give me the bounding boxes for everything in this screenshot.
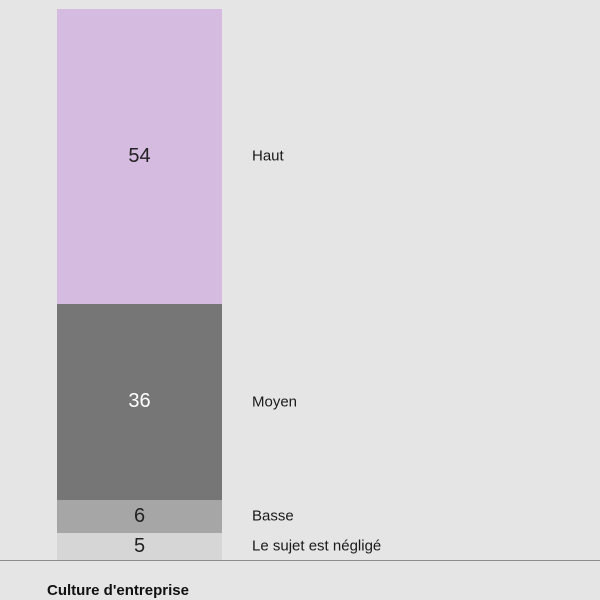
segment-value-label: 36	[128, 390, 151, 413]
segment-value-label: 5	[133, 534, 146, 557]
series-label: Le sujet est négligé	[252, 537, 382, 555]
bar-segment-3: 5	[57, 532, 222, 560]
series-label: Moyen	[252, 393, 298, 411]
axis-baseline	[0, 560, 600, 561]
bar-segment-2: 6	[57, 499, 222, 533]
category-label: Culture d'entreprise	[47, 582, 189, 599]
stacked-bar-chart: 54 Haut 36 Moyen 6 Basse 5 Le sujet est négligé	[0, 9, 600, 561]
bar-segment-1: 36	[57, 303, 222, 500]
bar-segment-0: 54	[57, 9, 222, 304]
series-label: Basse	[252, 507, 294, 525]
segment-value-label: 6	[133, 504, 146, 527]
segment-value-label: 54	[128, 144, 151, 167]
series-label: Haut	[252, 147, 284, 165]
